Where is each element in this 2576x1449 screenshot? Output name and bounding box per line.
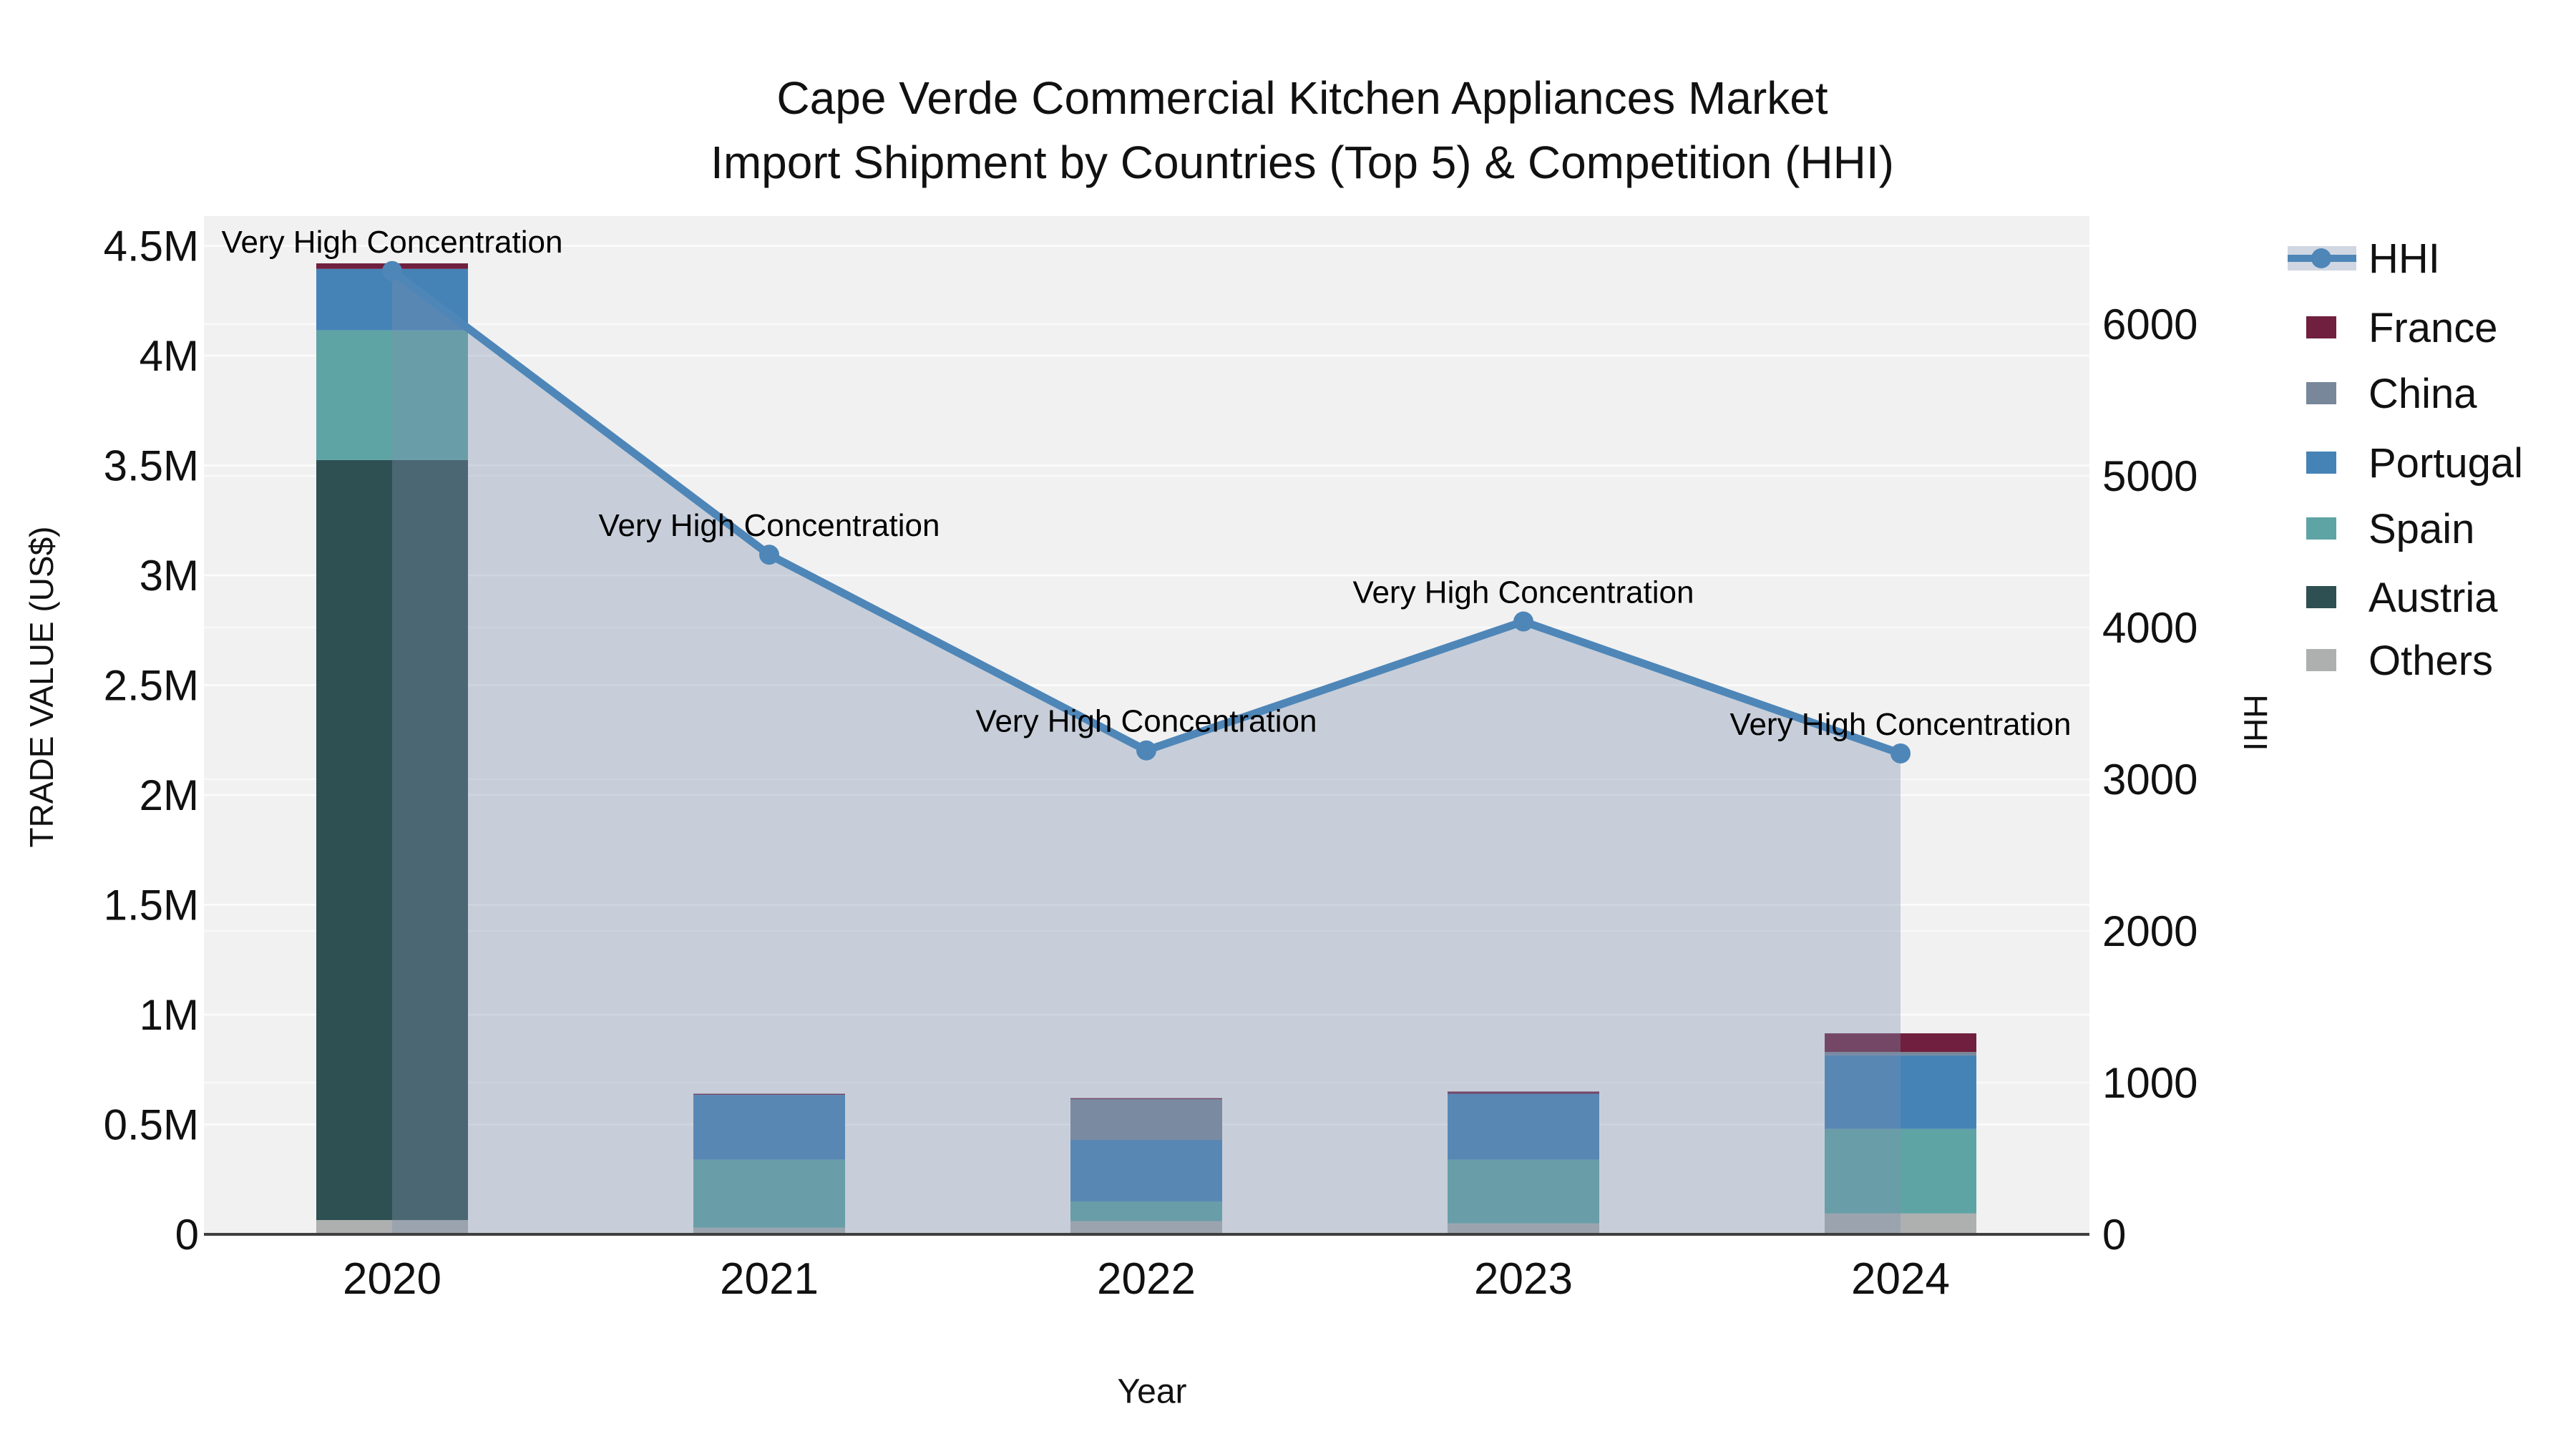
y-left-tick-1.5M: 1.5M [104, 882, 199, 930]
bar-2022-spain[interactable] [1070, 1201, 1222, 1221]
annotation-2023: Very High Concentration [1353, 575, 1694, 610]
y-left-tick-4.5M: 4.5M [104, 223, 199, 270]
bar-2021-spain[interactable] [693, 1159, 845, 1228]
x-tick-2023: 2023 [1474, 1254, 1573, 1304]
bar-2024-spain[interactable] [1825, 1128, 1976, 1214]
bar-2024-france[interactable] [1825, 1033, 1976, 1053]
bar-2024-china[interactable] [1825, 1052, 1976, 1055]
y-right-tick-6000: 6000 [2102, 301, 2197, 348]
hhi-point-2022[interactable] [1136, 740, 1156, 761]
annotation-2021: Very High Concentration [599, 508, 940, 543]
bar-2023-spain[interactable] [1448, 1159, 1599, 1224]
chart-subtitle: Import Shipment by Countries (Top 5) & C… [711, 137, 1894, 188]
hhi-point-2020[interactable] [382, 260, 402, 281]
y-right-tick-0: 0 [2102, 1211, 2126, 1259]
y-axis-right-title: HHI [2237, 694, 2274, 751]
x-tick-2024: 2024 [1851, 1254, 1950, 1304]
bar-2023-france[interactable] [1448, 1091, 1599, 1094]
legend-label-spain: Spain [2368, 505, 2475, 552]
bar-2024-others[interactable] [1825, 1213, 1976, 1234]
legend-swatch-china [2306, 382, 2336, 404]
legend-swatch-france [2306, 316, 2336, 338]
hhi-point-2021[interactable] [759, 545, 779, 565]
y-left-tick-0.5M: 0.5M [104, 1101, 199, 1149]
legend-swatch-others [2306, 649, 2336, 671]
y-right-tick-1000: 1000 [2102, 1059, 2197, 1107]
y-right-tick-4000: 4000 [2102, 604, 2197, 652]
y-left-tick-1M: 1M [140, 991, 199, 1039]
plot-background [204, 216, 2089, 1234]
legend-label-portugal: Portugal [2368, 439, 2524, 487]
bar-2022-portugal[interactable] [1070, 1139, 1222, 1201]
legend-swatch-portugal [2306, 452, 2336, 474]
y-left-tick-2M: 2M [140, 771, 199, 819]
bar-2022-others[interactable] [1070, 1221, 1222, 1234]
legend-label-austria: Austria [2368, 574, 2498, 621]
y-right-tick-2000: 2000 [2102, 907, 2197, 955]
y-left-tick-0: 0 [175, 1211, 199, 1259]
legend-label-hhi: HHI [2368, 235, 2440, 282]
y-right-tick-5000: 5000 [2102, 452, 2197, 500]
legend-hhi-marker-icon [2311, 248, 2331, 268]
legend-label-france: France [2368, 304, 2498, 351]
y-left-tick-3.5M: 3.5M [104, 442, 199, 490]
x-tick-2022: 2022 [1097, 1254, 1196, 1304]
bar-2020-spain[interactable] [316, 330, 468, 460]
bar-2021-others[interactable] [693, 1227, 845, 1234]
bar-2023-portugal[interactable] [1448, 1093, 1599, 1160]
hhi-point-2023[interactable] [1513, 611, 1533, 632]
legend-swatch-austria [2306, 586, 2336, 608]
legend-hhi-swatch [2288, 246, 2356, 270]
legend-label-china: China [2368, 370, 2477, 417]
bar-2021-france[interactable] [693, 1093, 845, 1096]
x-axis-title: Year [1117, 1372, 1187, 1411]
bar-2023-others[interactable] [1448, 1223, 1599, 1234]
y-right-tick-3000: 3000 [2102, 756, 2197, 804]
bar-2021-portugal[interactable] [693, 1095, 845, 1160]
legend-label-others: Others [2368, 637, 2494, 684]
annotation-2024: Very High Concentration [1730, 707, 2072, 742]
bar-2022-china[interactable] [1070, 1099, 1222, 1140]
x-tick-2021: 2021 [720, 1254, 819, 1304]
bar-2022-france[interactable] [1070, 1098, 1222, 1100]
legend: HHI France China Portugal Spain Austria Others [2286, 0, 2572, 716]
annotation-2022: Very High Concentration [976, 704, 1317, 739]
x-tick-2020: 2020 [343, 1254, 441, 1304]
bar-2020-others[interactable] [316, 1220, 468, 1234]
bar-2024-portugal[interactable] [1825, 1055, 1976, 1129]
y-left-tick-2.5M: 2.5M [104, 662, 199, 710]
y-axis-left-title: TRADE VALUE (US$) [23, 526, 60, 848]
y-left-tick-3M: 3M [140, 552, 199, 600]
legend-swatch-spain [2306, 517, 2336, 540]
bar-2020-austria[interactable] [316, 459, 468, 1221]
chart-title: Cape Verde Commercial Kitchen Appliances… [776, 72, 1828, 124]
hhi-point-2024[interactable] [1890, 743, 1911, 763]
annotation-2020: Very High Concentration [222, 225, 563, 260]
y-left-tick-4M: 4M [140, 332, 199, 380]
